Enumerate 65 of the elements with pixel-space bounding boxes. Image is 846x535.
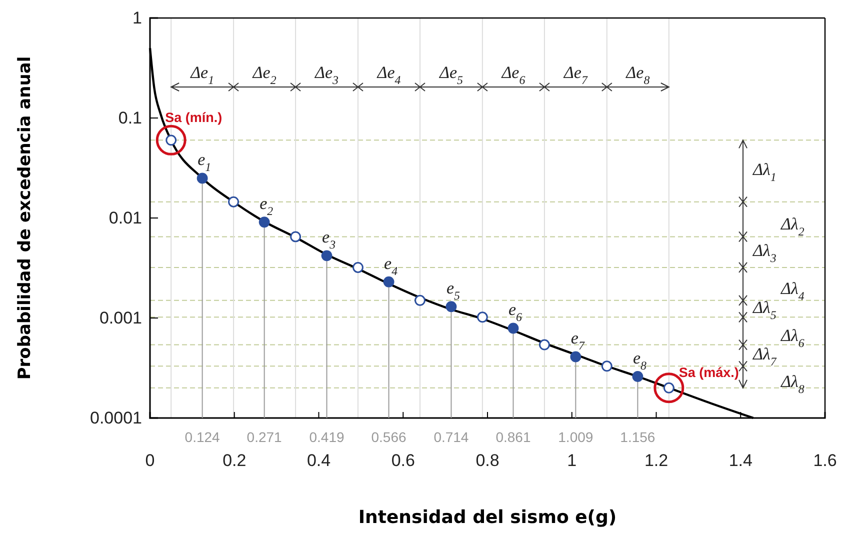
x-tick-label: 1.4 [728, 451, 752, 470]
text: 0.861 [496, 428, 531, 445]
y-tick-label: 0.1 [118, 108, 142, 128]
annotation: e$_{5}$ [446, 278, 460, 302]
annotation: Δλ$_{1}$ [752, 160, 776, 184]
text: 1.009 [558, 428, 594, 445]
annotation: e$_{8}$ [632, 348, 646, 372]
point [446, 301, 457, 312]
annotation: e$_{1}$ [198, 150, 212, 174]
point [601, 360, 612, 372]
annotation: Δe$_{2}$ [252, 62, 276, 87]
annotation: Δe$_{4}$ [376, 62, 401, 87]
point [352, 262, 364, 273]
annotation: Δλ$_{7}$ [752, 344, 778, 368]
annotation: e$_{2}$ [260, 194, 274, 218]
text: 0.566 [371, 428, 407, 445]
annotation: Δe$_{7}$ [562, 62, 588, 87]
point [228, 196, 239, 208]
text: 0.271 [246, 428, 282, 445]
x-tick-label: 0 [145, 451, 155, 470]
point [321, 250, 332, 262]
annotation: Sa (máx.) [678, 364, 739, 380]
y-axis-title: Probabilidad de excedencia anual [15, 56, 35, 380]
x-tick-label: 1.6 [813, 451, 837, 470]
x-axis-title: Intensidad del sismo e(g) [358, 507, 617, 528]
point [538, 339, 550, 350]
x-tick-label: 1 [567, 451, 577, 470]
annotation: Δλ$_{2}$ [780, 214, 804, 238]
point [290, 231, 302, 242]
point [258, 216, 270, 228]
annotation: Δe$_{8}$ [625, 62, 650, 87]
annotation: e$_{7}$ [570, 328, 586, 352]
point [383, 276, 394, 288]
text: 0.714 [434, 428, 469, 445]
x-tick-label: 1.2 [644, 451, 668, 470]
annotation: Δλ$_{4}$ [780, 278, 804, 303]
y-tick-label: 0.01 [108, 208, 142, 228]
annotation: e$_{6}$ [508, 300, 522, 324]
y-tick-label: 0.0001 [90, 408, 142, 428]
annotation: Δλ$_{5}$ [752, 298, 776, 322]
x-tick-label: 0.8 [476, 451, 500, 470]
point [196, 172, 208, 184]
x-tick-label: 0.6 [391, 451, 415, 470]
annotation: Δe$_{1}$ [190, 62, 214, 87]
annotation: Δλ$_{6}$ [780, 326, 804, 350]
point [414, 294, 426, 306]
annotation: Δe$_{3}$ [314, 62, 339, 87]
point [632, 371, 644, 382]
annotation: e$_{4}$ [384, 254, 398, 278]
text: 0.124 [184, 428, 220, 445]
text: 0.419 [309, 428, 344, 445]
x-tick-label: 0.4 [306, 451, 331, 470]
point [508, 322, 519, 334]
annotation: Δe$_{5}$ [438, 62, 464, 87]
annotation: Sa (mín.) [165, 110, 222, 125]
y-tick-label: 0.001 [99, 308, 142, 328]
annotation: Δe$_{6}$ [500, 62, 526, 87]
y-tick-label: 1 [132, 8, 142, 28]
text: 1.156 [620, 428, 656, 445]
annotation: e$_{3}$ [322, 228, 336, 252]
x-tick-label: 0.2 [222, 451, 246, 470]
annotation: Δλ$_{8}$ [780, 372, 804, 396]
point [570, 351, 582, 362]
point [476, 312, 488, 323]
annotation: Δλ$_{3}$ [752, 241, 776, 265]
